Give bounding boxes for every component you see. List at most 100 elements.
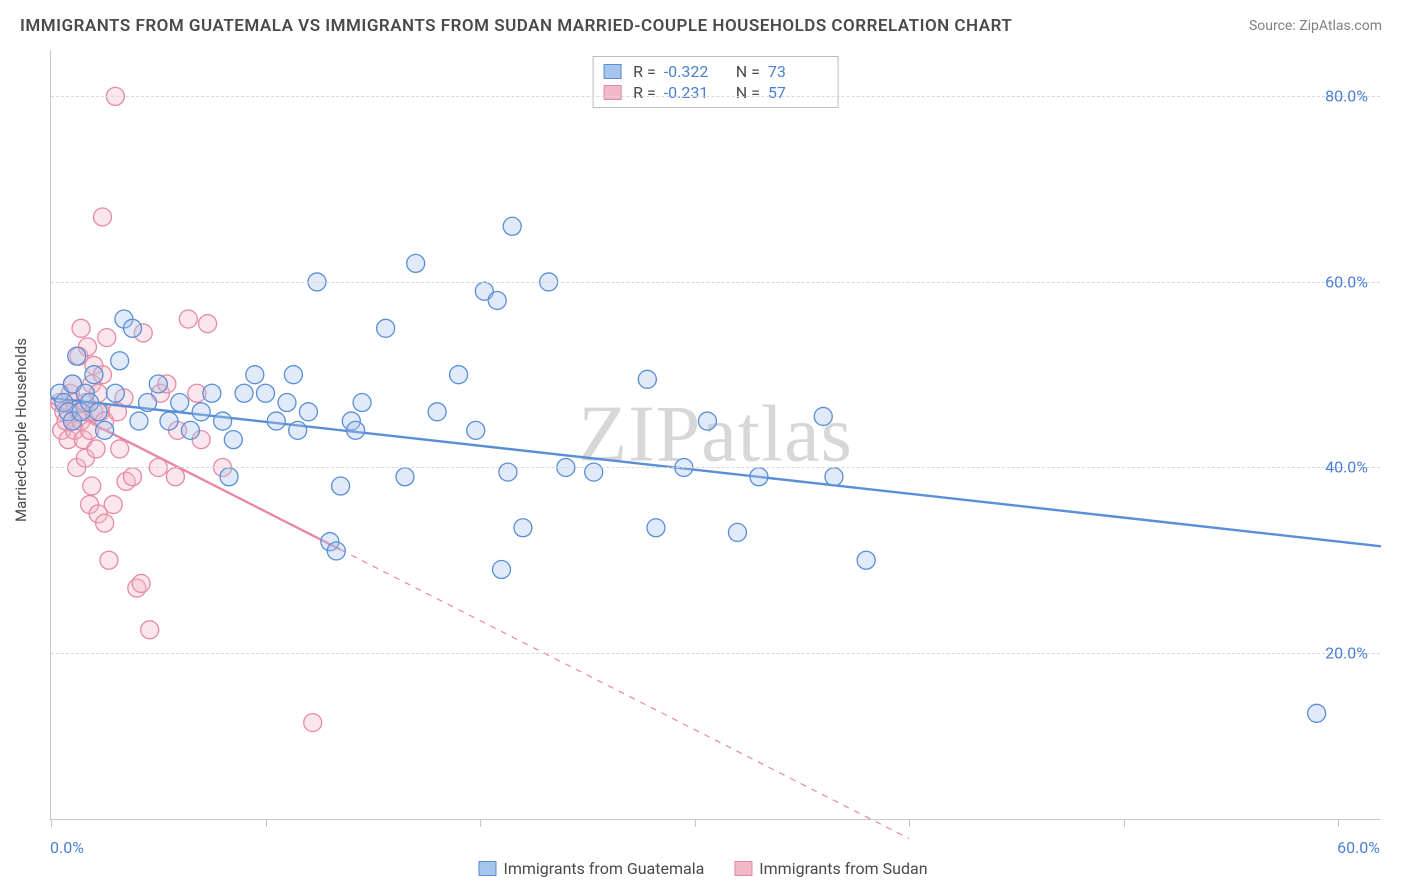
x-tick-mark [1124, 819, 1125, 827]
chart-plot-area: ZIPatlas R = -0.322 N = 73 R = -0.231 N … [50, 50, 1380, 820]
scatter-point [246, 366, 264, 384]
scatter-point [106, 384, 124, 402]
scatter-point [488, 291, 506, 309]
x-tick-mark [51, 819, 52, 827]
scatter-point [203, 384, 221, 402]
x-tick-label: 60.0% [1337, 838, 1380, 857]
scatter-point [407, 254, 425, 272]
scatter-point [166, 468, 184, 486]
legend-row-guatemala: R = -0.322 N = 73 [603, 61, 828, 82]
scatter-point [514, 519, 532, 537]
scatter-point [93, 208, 111, 226]
scatter-point [85, 366, 103, 384]
n-label: N = [736, 62, 760, 81]
gridline-horizontal [51, 96, 1380, 97]
scatter-point [332, 477, 350, 495]
scatter-point [284, 366, 302, 384]
scatter-point [124, 468, 142, 486]
source-attribution: Source: ZipAtlas.com [1249, 18, 1382, 34]
scatter-point [278, 394, 296, 412]
scatter-point [825, 468, 843, 486]
y-tick-label: 80.0% [1325, 87, 1368, 106]
scatter-point [149, 375, 167, 393]
x-tick-mark [695, 819, 696, 827]
scatter-point [428, 403, 446, 421]
scatter-point [257, 384, 275, 402]
scatter-point [814, 407, 832, 425]
scatter-point [96, 421, 114, 439]
x-tick-mark [480, 819, 481, 827]
scatter-point [220, 468, 238, 486]
scatter-point [353, 394, 371, 412]
scatter-point [698, 412, 716, 430]
scatter-point [638, 370, 656, 388]
swatch-guatemala-icon [478, 861, 496, 876]
scatter-point [857, 551, 875, 569]
scatter-point [179, 310, 197, 328]
scatter-point [396, 468, 414, 486]
scatter-point [181, 421, 199, 439]
y-axis-label: Married-couple Households [12, 338, 30, 522]
swatch-guatemala-icon [603, 64, 621, 79]
scatter-point [377, 319, 395, 337]
legend-label-sudan: Immigrants from Sudan [759, 859, 927, 878]
scatter-point [299, 403, 317, 421]
scatter-point [214, 412, 232, 430]
scatter-point [728, 523, 746, 541]
regression-line-dashed [341, 550, 909, 839]
scatter-point [141, 621, 159, 639]
legend-bottom: Immigrants from Guatemala Immigrants fro… [478, 859, 927, 878]
scatter-point [235, 384, 253, 402]
x-tick-mark [266, 819, 267, 827]
scatter-point [83, 477, 101, 495]
r-label: R = [633, 83, 656, 102]
scatter-point [124, 319, 142, 337]
scatter-point [132, 574, 150, 592]
legend-label-guatemala: Immigrants from Guatemala [503, 859, 704, 878]
n-value-sudan: 57 [768, 83, 828, 102]
scatter-point [96, 514, 114, 532]
scatter-point [647, 519, 665, 537]
legend-bottom-sudan: Immigrants from Sudan [734, 859, 927, 878]
swatch-sudan-icon [734, 861, 752, 876]
scatter-point [467, 421, 485, 439]
scatter-point [327, 542, 345, 560]
r-value-guatemala: -0.322 [664, 62, 724, 81]
scatter-point [503, 217, 521, 235]
scatter-point [89, 403, 107, 421]
scatter-point [492, 561, 510, 579]
swatch-sudan-icon [603, 85, 621, 100]
scatter-point [171, 394, 189, 412]
scatter-point [289, 421, 307, 439]
y-tick-label: 60.0% [1325, 272, 1368, 291]
n-label: N = [736, 83, 760, 102]
scatter-point [98, 329, 116, 347]
scatter-point [304, 714, 322, 732]
chart-title: IMMIGRANTS FROM GUATEMALA VS IMMIGRANTS … [20, 16, 1012, 36]
legend-row-sudan: R = -0.231 N = 57 [603, 82, 828, 103]
scatter-point [224, 431, 242, 449]
scatter-point [199, 315, 217, 333]
r-label: R = [633, 62, 656, 81]
scatter-point [1308, 704, 1326, 722]
scatter-point [192, 403, 210, 421]
scatter-point [87, 440, 105, 458]
scatter-point [104, 496, 122, 514]
x-tick-mark [909, 819, 910, 827]
y-tick-label: 40.0% [1325, 458, 1368, 477]
gridline-horizontal [51, 653, 1380, 654]
scatter-point [72, 319, 90, 337]
x-tick-mark [1338, 819, 1339, 827]
scatter-plot-svg [51, 50, 1380, 819]
scatter-point [267, 412, 285, 430]
scatter-point [160, 412, 178, 430]
scatter-point [100, 551, 118, 569]
scatter-point [750, 468, 768, 486]
n-value-guatemala: 73 [768, 62, 828, 81]
scatter-point [111, 440, 129, 458]
scatter-point [499, 463, 517, 481]
r-value-sudan: -0.231 [664, 83, 724, 102]
y-tick-label: 20.0% [1325, 644, 1368, 663]
scatter-point [68, 347, 86, 365]
legend-stats-box: R = -0.322 N = 73 R = -0.231 N = 57 [592, 56, 839, 108]
